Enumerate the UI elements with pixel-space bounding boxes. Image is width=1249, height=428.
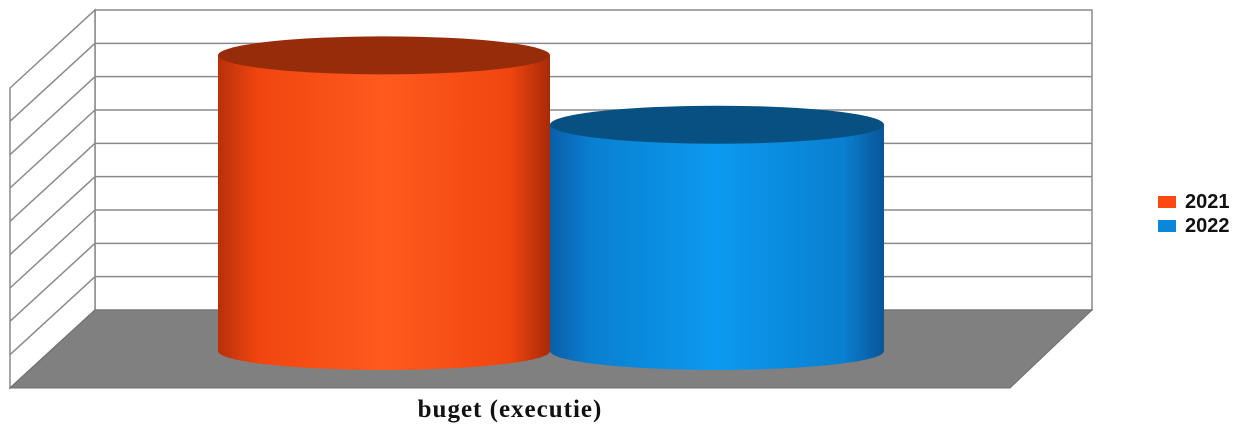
gridline-side bbox=[9, 109, 96, 189]
gridline-side bbox=[9, 276, 96, 356]
legend-label-2022: 2022 bbox=[1185, 214, 1230, 237]
legend-item-2021: 2021 bbox=[1158, 190, 1230, 214]
legend-swatch-2022 bbox=[1158, 220, 1176, 232]
gridline-side bbox=[9, 176, 96, 256]
bar-2021 bbox=[218, 36, 550, 370]
legend-swatch-2021 bbox=[1158, 196, 1176, 208]
bars bbox=[218, 36, 884, 370]
cylinder-body-2022 bbox=[550, 124, 884, 370]
gridline-side bbox=[9, 42, 96, 122]
gridline-side bbox=[9, 142, 96, 222]
bar-2022 bbox=[550, 105, 884, 370]
gridline-side bbox=[9, 76, 96, 156]
cylinder-body-2021 bbox=[218, 55, 550, 370]
category-label: buget (executie) bbox=[417, 396, 603, 423]
legend-label-2021: 2021 bbox=[1185, 190, 1230, 213]
legend: 2021 2022 bbox=[1158, 190, 1230, 238]
cylinder-top-2022 bbox=[550, 105, 884, 144]
gridline-side bbox=[9, 242, 96, 322]
cylinder-top-2021 bbox=[218, 36, 550, 75]
gridline-side bbox=[9, 209, 96, 289]
legend-item-2022: 2022 bbox=[1158, 214, 1230, 238]
